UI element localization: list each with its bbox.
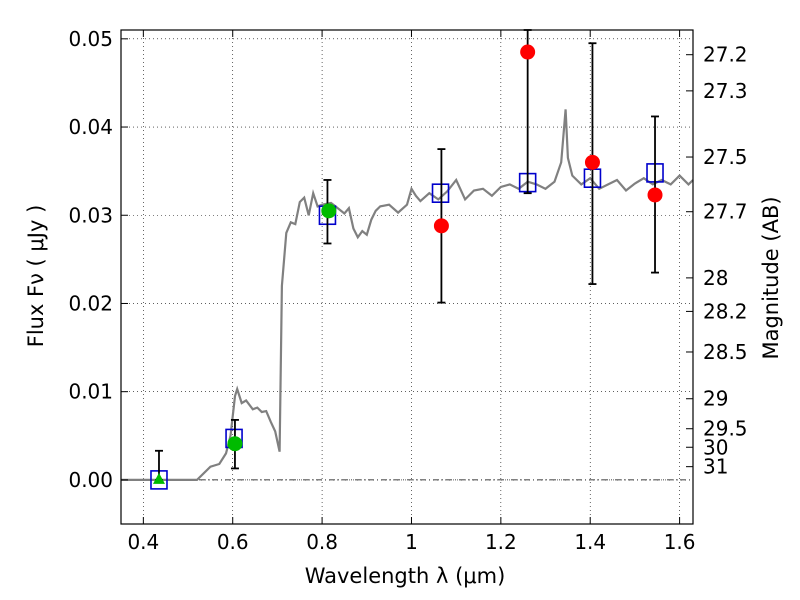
magnitude-tick-label: 28 [703, 266, 728, 290]
magnitude-tick-label: 29 [703, 387, 728, 411]
green-triangle-point [152, 472, 165, 484]
y-tick-labels: 0.00 0.01 0.02 0.03 0.04 0.05 [68, 27, 113, 492]
x-tick-label: 1.2 [485, 530, 517, 554]
y-tick-label: 0.01 [68, 380, 113, 404]
x-tick-labels: 0.4 0.6 0.8 1 1.2 1.4 1.6 [127, 530, 695, 554]
axis-ticks [121, 30, 693, 524]
y-tick-label: 0.02 [68, 291, 113, 315]
y-axis-label: Flux Fν ( μJy ) [24, 205, 48, 348]
x-tick-label: 1 [405, 530, 418, 554]
y-tick-label: 0.03 [68, 203, 113, 227]
magnitude-tick-label: 27.7 [703, 200, 748, 224]
magnitude-tick-label: 28.5 [703, 340, 748, 364]
red-flux-point [520, 44, 536, 60]
x-tick-label: 0.6 [217, 530, 249, 554]
magnitude-tick-label: 28.2 [703, 299, 748, 323]
red-flux-point [433, 218, 449, 234]
x-tick-label: 1.4 [574, 530, 606, 554]
plot-frame [120, 29, 694, 525]
grid-lines [121, 30, 693, 524]
y-tick-label: 0.04 [68, 115, 113, 139]
y-tick-label: 0.00 [68, 468, 113, 492]
y-tick-label: 0.05 [68, 27, 113, 51]
magnitude-tick-label: 27.2 [703, 43, 748, 67]
x-tick-label: 1.6 [664, 530, 696, 554]
magnitude-tick-label: 27.3 [703, 79, 748, 103]
green-flux-point [321, 203, 337, 219]
right-axis-label: Magnitude (AB) [759, 196, 783, 359]
green-flux-point [227, 436, 243, 452]
red-flux-point [584, 154, 600, 170]
magnitude-tick-label: 30 [703, 435, 728, 459]
magnitude-tick-label: 29.5 [703, 417, 748, 441]
x-tick-label: 0.8 [306, 530, 338, 554]
red-flux-point [647, 187, 663, 203]
magnitude-tick-label: 27.5 [703, 145, 748, 169]
model-spectrum-line [121, 109, 694, 481]
x-axis-label: Wavelength λ (μm) [305, 564, 506, 588]
data-marks [121, 29, 694, 490]
x-tick-label: 0.4 [127, 530, 159, 554]
magnitude-tick-label: 31 [703, 455, 728, 479]
